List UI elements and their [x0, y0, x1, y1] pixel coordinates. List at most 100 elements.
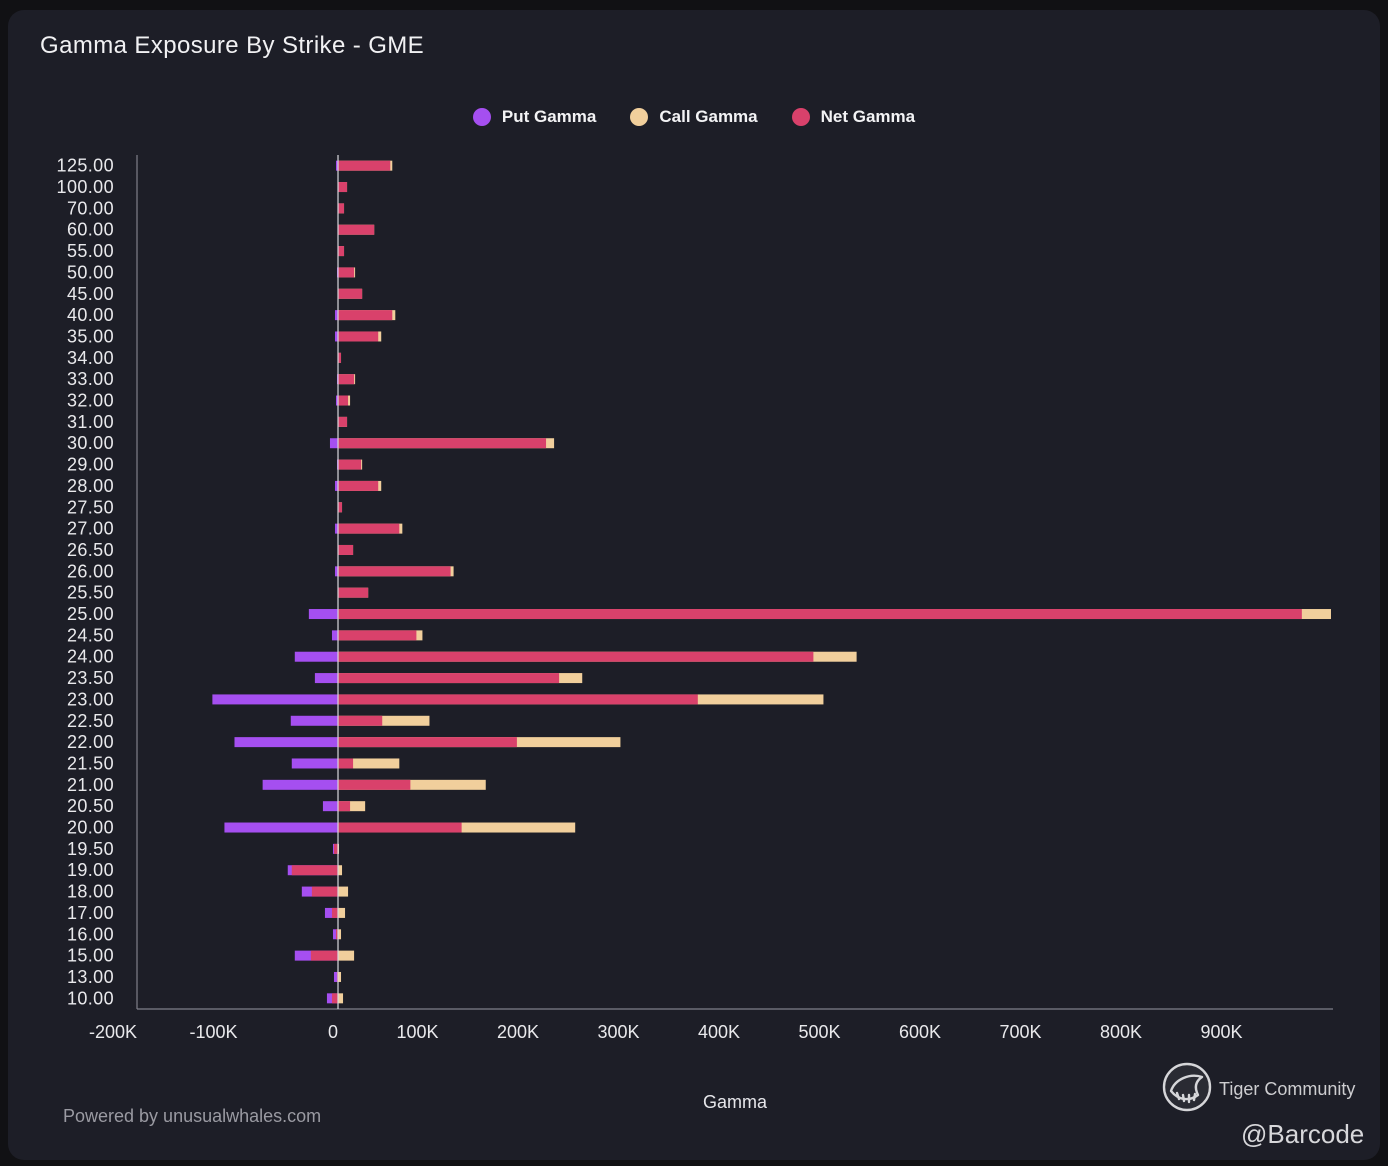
call-gamma-bar[interactable] [338, 779, 486, 790]
net-gamma-bar[interactable] [338, 459, 362, 470]
put-gamma-bar[interactable] [234, 737, 339, 748]
strike-row[interactable] [338, 502, 343, 513]
put-gamma-bar[interactable] [212, 694, 339, 705]
strike-row[interactable] [334, 523, 403, 534]
net-gamma-bar[interactable] [291, 865, 339, 876]
powered-by-link[interactable]: Powered by unusualwhales.com [63, 1106, 322, 1126]
put-gamma-bar[interactable] [331, 630, 339, 641]
net-gamma-bar[interactable] [338, 651, 814, 662]
put-gamma-bar[interactable] [332, 929, 339, 940]
put-gamma-bar[interactable] [335, 395, 339, 406]
strike-row[interactable] [212, 694, 824, 705]
put-gamma-bar[interactable] [224, 822, 339, 833]
strike-row[interactable] [337, 459, 363, 470]
net-gamma-bar[interactable] [338, 779, 411, 790]
put-gamma-bar[interactable] [334, 331, 339, 342]
put-gamma-bar[interactable] [262, 779, 339, 790]
strike-row[interactable] [234, 737, 621, 748]
strike-row[interactable] [290, 715, 430, 726]
net-gamma-bar[interactable] [338, 267, 355, 278]
call-gamma-bar[interactable] [338, 886, 349, 897]
net-gamma-bar[interactable] [338, 758, 354, 769]
call-gamma-bar[interactable] [338, 993, 344, 1004]
net-gamma-bar[interactable] [338, 609, 1302, 620]
strike-row[interactable] [324, 907, 346, 918]
put-gamma-bar[interactable] [334, 480, 339, 491]
call-gamma-bar[interactable] [338, 865, 343, 876]
put-gamma-bar[interactable] [314, 673, 339, 684]
strike-row[interactable] [338, 203, 345, 214]
net-gamma-bar[interactable] [338, 416, 348, 427]
net-gamma-bar[interactable] [338, 480, 379, 491]
net-gamma-bar[interactable] [338, 673, 560, 684]
put-gamma-bar[interactable] [334, 523, 339, 534]
net-gamma-bar[interactable] [331, 907, 339, 918]
call-gamma-bar[interactable] [338, 971, 342, 982]
call-gamma-bar[interactable] [338, 950, 355, 961]
net-gamma-bar[interactable] [338, 331, 379, 342]
call-gamma-bar[interactable] [338, 801, 366, 812]
strike-row[interactable] [331, 630, 423, 641]
strike-row[interactable] [262, 779, 486, 790]
put-gamma-bar[interactable] [335, 160, 339, 171]
call-gamma-bar[interactable] [338, 907, 346, 918]
strike-row[interactable] [338, 182, 348, 193]
net-gamma-bar[interactable] [311, 886, 339, 897]
call-gamma-bar[interactable] [338, 929, 342, 940]
strike-row[interactable] [338, 246, 345, 257]
net-gamma-bar[interactable] [338, 523, 400, 534]
strike-row[interactable] [338, 352, 342, 363]
net-gamma-bar[interactable] [338, 694, 698, 705]
put-gamma-bar[interactable] [308, 609, 339, 620]
strike-row[interactable] [338, 416, 348, 427]
legend-item-net-gamma[interactable]: Net Gamma [791, 106, 915, 128]
net-gamma-bar[interactable] [338, 544, 354, 555]
strike-row[interactable] [291, 758, 400, 769]
net-gamma-bar[interactable] [338, 566, 451, 577]
net-gamma-bar[interactable] [338, 587, 369, 598]
net-gamma-bar[interactable] [338, 395, 349, 406]
strike-row[interactable] [329, 438, 555, 449]
strike-row[interactable] [301, 886, 349, 897]
put-gamma-bar[interactable] [329, 438, 339, 449]
net-gamma-bar[interactable] [338, 246, 345, 257]
put-gamma-bar[interactable] [291, 758, 339, 769]
put-gamma-bar[interactable] [333, 971, 339, 982]
net-gamma-bar[interactable] [333, 843, 339, 854]
strike-row[interactable] [335, 160, 393, 171]
put-gamma-bar[interactable] [322, 801, 339, 812]
strike-row[interactable] [287, 865, 343, 876]
call-gamma-bar[interactable] [338, 758, 400, 769]
strike-row[interactable] [338, 288, 363, 299]
strike-row[interactable] [224, 822, 576, 833]
put-gamma-bar[interactable] [324, 907, 339, 918]
strike-row[interactable] [334, 480, 382, 491]
net-gamma-bar[interactable] [338, 374, 355, 385]
net-gamma-bar[interactable] [338, 203, 345, 214]
strike-row[interactable] [338, 544, 354, 555]
strike-row[interactable] [338, 224, 375, 235]
net-gamma-bar[interactable] [338, 182, 348, 193]
strike-row[interactable] [337, 374, 356, 385]
net-gamma-bar[interactable] [338, 502, 343, 513]
net-gamma-bar[interactable] [338, 715, 383, 726]
net-gamma-bar[interactable] [338, 224, 375, 235]
put-gamma-bar[interactable] [334, 566, 339, 577]
call-gamma-bar[interactable] [338, 715, 430, 726]
put-gamma-bar[interactable] [290, 715, 339, 726]
net-gamma-bar[interactable] [338, 160, 391, 171]
net-gamma-bar[interactable] [338, 822, 462, 833]
strike-row[interactable] [332, 929, 342, 940]
net-gamma-bar[interactable] [338, 352, 342, 363]
net-gamma-bar[interactable] [338, 310, 393, 321]
strike-row[interactable] [294, 950, 355, 961]
net-gamma-bar[interactable] [338, 737, 517, 748]
put-gamma-bar[interactable] [294, 651, 339, 662]
strike-row[interactable] [308, 609, 1331, 620]
strike-row[interactable] [294, 651, 857, 662]
strike-row[interactable] [326, 993, 344, 1004]
net-gamma-bar[interactable] [338, 630, 417, 641]
put-gamma-bar[interactable] [334, 310, 339, 321]
net-gamma-bar[interactable] [335, 929, 339, 940]
net-gamma-bar[interactable] [338, 288, 363, 299]
